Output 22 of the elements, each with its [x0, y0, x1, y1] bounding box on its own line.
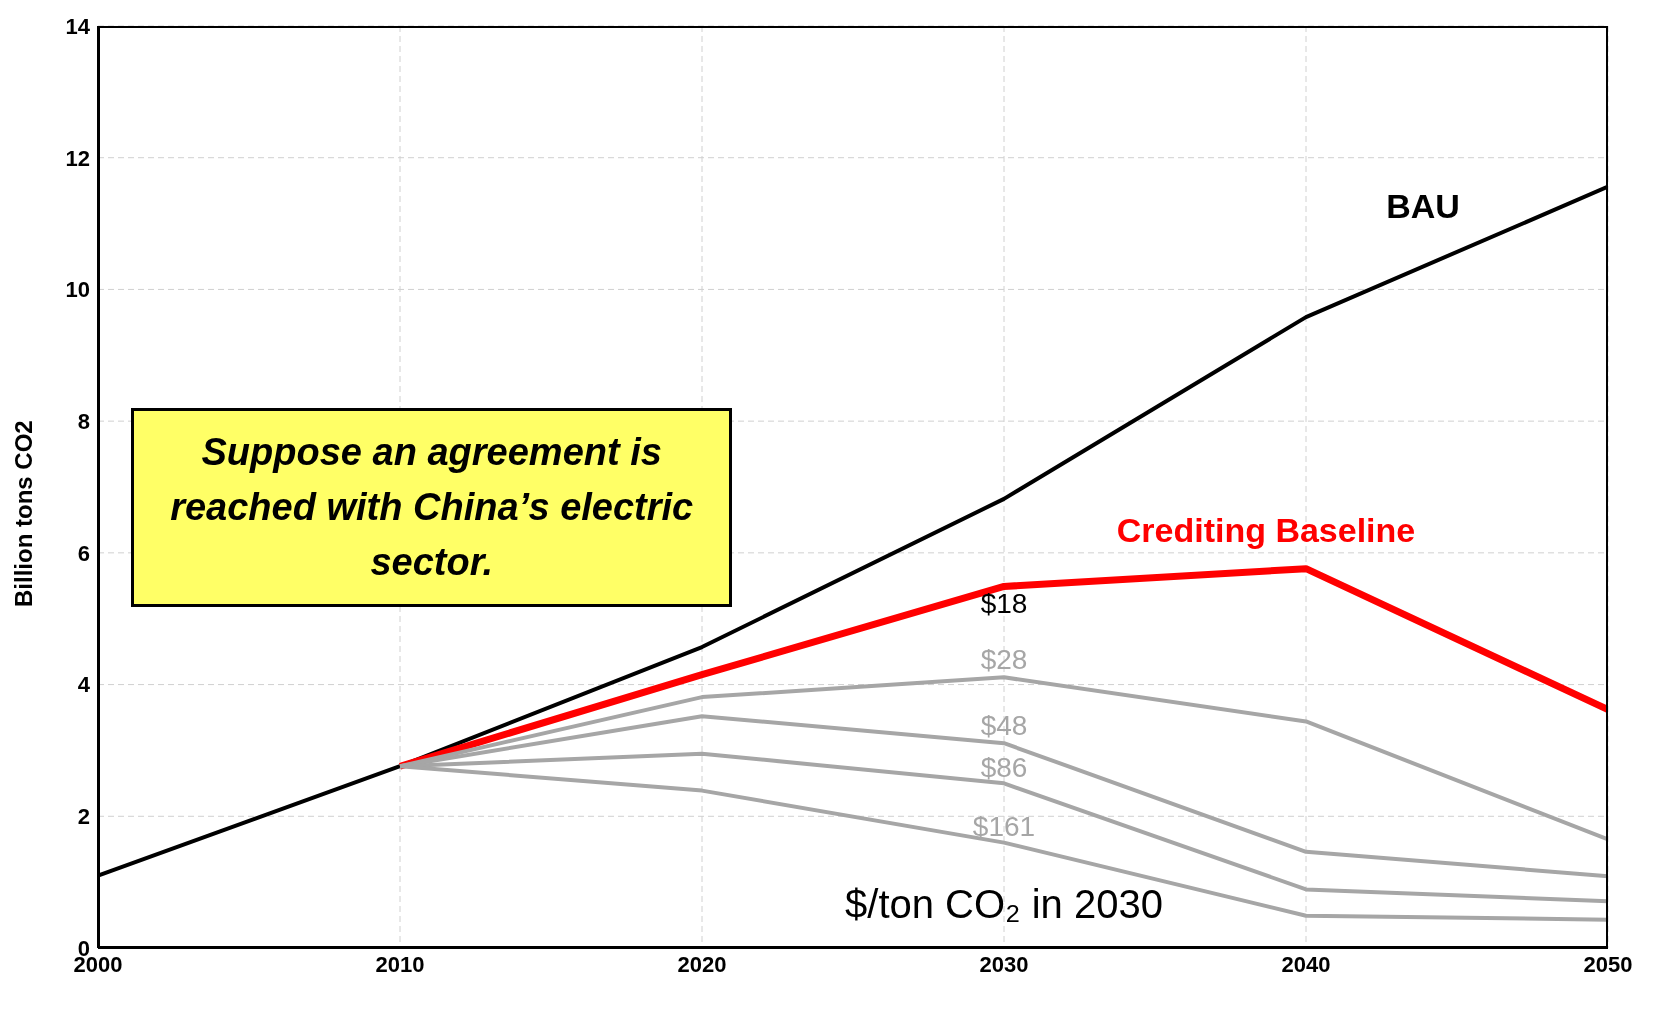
series-label: Crediting Baseline — [1116, 510, 1416, 549]
y-tick-label: 2 — [77, 804, 90, 830]
y-tick-label: 6 — [77, 540, 90, 566]
y-tick-label: 4 — [77, 672, 91, 698]
y-tick-label: 10 — [65, 277, 90, 303]
y-axis-title: Billion tons CO2 — [9, 420, 37, 607]
x-tick-label: 2030 — [979, 951, 1029, 977]
x-tick-label: 2020 — [677, 951, 727, 977]
annotation: $18 — [979, 587, 1029, 620]
series-label: $48 — [980, 709, 1028, 741]
series-label: $86 — [980, 751, 1028, 783]
annotation: $/ton CO₂ in 2030 — [844, 882, 1164, 928]
y-tick-label: 8 — [77, 408, 90, 434]
annotation: Suppose an agreement is reached with China’s electric sector. — [131, 407, 733, 608]
x-tick-label: 2010 — [375, 951, 425, 977]
y-tick-label: 14 — [65, 13, 91, 39]
x-tick-label: 2040 — [1281, 951, 1331, 977]
series-label: $28 — [980, 643, 1028, 675]
series-label: BAU — [1386, 186, 1460, 225]
y-tick-label: 12 — [65, 145, 90, 171]
x-tick-label: 2050 — [1583, 951, 1633, 977]
series-label: $161 — [972, 811, 1036, 843]
